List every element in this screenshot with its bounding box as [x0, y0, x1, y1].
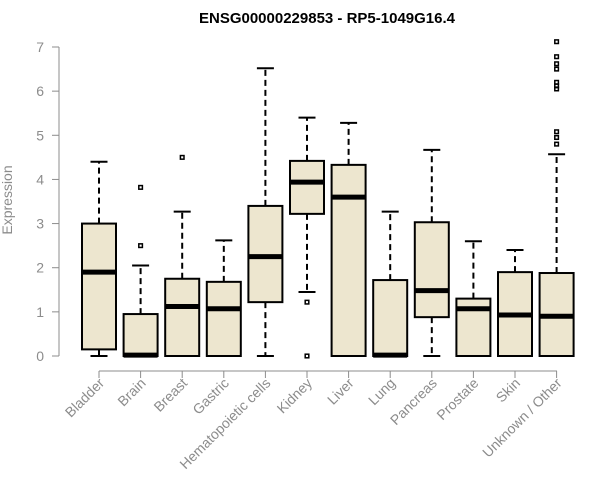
box-group: [289, 116, 325, 359]
box-group: [122, 184, 159, 358]
box-group: [164, 154, 201, 357]
category-label: Liver: [324, 375, 357, 408]
outlier-point: [554, 134, 560, 141]
chart-title: ENSG00000229853 - RP5-1049G16.4: [199, 10, 456, 27]
x-ticks: [98, 371, 558, 378]
outlier-point: [138, 184, 144, 190]
outlier-point: [554, 66, 560, 72]
box-group: [205, 239, 242, 357]
category-label: Unknown / Other: [479, 375, 565, 461]
y-tick-label: 1: [36, 304, 44, 320]
box-group: [455, 240, 492, 358]
box-group: [247, 67, 284, 357]
category-label: Bladder: [62, 375, 108, 421]
box-iqr: [81, 222, 117, 351]
outlier-point: [179, 154, 185, 160]
outlier-point: [554, 54, 560, 60]
outlier-point: [138, 243, 144, 249]
y-tick-label: 7: [36, 39, 44, 55]
y-tick-label: 5: [36, 127, 44, 143]
category-label: Kidney: [274, 375, 316, 417]
outlier-point: [304, 299, 310, 305]
box-group: [372, 210, 409, 358]
y-ticks: 0 1 2 3 4 5 6 7: [36, 39, 59, 364]
category-label: Brain: [114, 375, 148, 409]
y-tick-label: 0: [36, 348, 44, 364]
box-iqr: [289, 159, 325, 215]
y-tick-label: 2: [36, 260, 44, 276]
box-iqr: [122, 313, 159, 358]
box-group: [497, 249, 533, 357]
y-axis-label: Expression: [0, 165, 15, 234]
outlier-point: [554, 79, 560, 85]
category-label: Breast: [150, 375, 190, 415]
y-tick-label: 3: [36, 216, 44, 232]
boxes: [81, 39, 575, 359]
category-label: Skin: [493, 375, 524, 406]
box-iqr: [372, 279, 409, 357]
box-group: [330, 121, 367, 357]
category-label: Prostate: [433, 375, 481, 423]
box-group: [538, 39, 575, 357]
y-tick-label: 4: [36, 171, 44, 187]
outlier-point: [554, 39, 560, 45]
box-iqr: [164, 277, 201, 357]
box-iqr: [247, 204, 284, 304]
box-iqr: [205, 280, 242, 357]
outlier-point: [554, 141, 560, 147]
box-group: [81, 160, 117, 357]
box-iqr: [330, 163, 367, 357]
box-iqr: [413, 221, 450, 319]
y-tick-label: 6: [36, 83, 44, 99]
outlier-point: [554, 61, 560, 67]
outlier-point: [304, 353, 310, 359]
category-label: Lung: [365, 375, 398, 408]
outlier-point: [554, 129, 560, 135]
box-group: [413, 148, 450, 357]
